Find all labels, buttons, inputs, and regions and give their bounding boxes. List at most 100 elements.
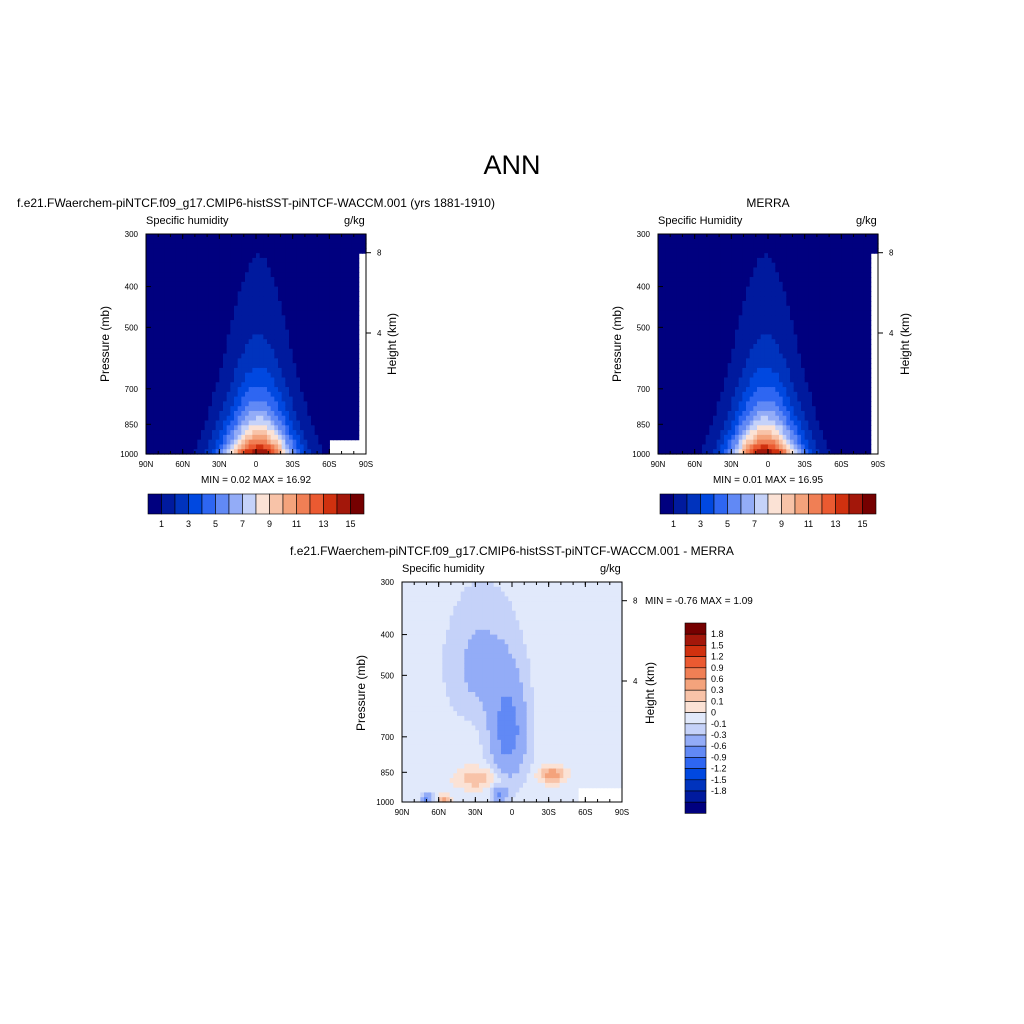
panel-obs-cell (768, 243, 773, 249)
panel-model-cell (241, 396, 246, 402)
panel-obs-cell (823, 391, 828, 398)
panel-obs-cell (812, 372, 817, 379)
panel-model-cell (289, 339, 294, 345)
panel-model-cell (270, 406, 275, 412)
panel-obs-cell (771, 363, 776, 369)
panel-obs-cell (834, 430, 839, 436)
panel-model-cell (285, 267, 290, 273)
panel-obs-cell (691, 401, 696, 407)
panel-model-cell (226, 410, 231, 417)
panel-obs-cell (834, 272, 839, 278)
panel-obs-cell (834, 415, 839, 422)
panel-obs-cell (819, 324, 824, 331)
panel-obs-cell (793, 329, 798, 336)
panel-model-cell (256, 339, 261, 345)
panel-model-cell (175, 329, 180, 336)
panel-model-cell (219, 253, 224, 259)
panel-model-cell (175, 396, 180, 402)
panel-model-cell (344, 353, 349, 359)
panel-model-cell (351, 248, 356, 254)
panel-obs-cell (735, 348, 740, 355)
panel-model-cell (296, 310, 301, 316)
panel-obs-cell (713, 396, 718, 402)
panel-model-cell (292, 291, 297, 297)
panel-obs-cell (694, 344, 699, 350)
panel-obs-cell (738, 329, 743, 336)
panel-model-cell (256, 329, 261, 336)
panel-model-cell (164, 444, 169, 450)
panel-model-cell (289, 234, 294, 240)
panel-obs-cell (676, 415, 681, 422)
panel-model-cell (256, 420, 261, 426)
panel-model-cell (230, 320, 235, 326)
panel-obs-cell (742, 334, 747, 340)
panel-obs-cell (779, 410, 784, 417)
panel-model-cell (267, 382, 272, 388)
panel-obs-cell (771, 277, 776, 283)
panel-model-cell (230, 439, 235, 446)
panel-obs-cell (691, 281, 696, 288)
panel-obs-cell (694, 310, 699, 316)
panel-obs-cell (793, 449, 798, 455)
panel-model-cell (149, 410, 154, 417)
panel-obs-cell (720, 267, 725, 273)
panel-model-cell (289, 334, 294, 340)
panel-model-cell (278, 329, 283, 336)
panel-obs-cell (742, 320, 747, 326)
panel-obs-cell (727, 238, 732, 245)
panel-model-cell (153, 291, 158, 297)
panel-model-cell (182, 238, 187, 245)
panel-model-cell (226, 377, 231, 383)
panel-obs-cell (815, 324, 820, 331)
panel-obs-cell (779, 310, 784, 316)
panel-model-cell (303, 305, 308, 312)
panel-obs-cell (790, 243, 795, 249)
panel-obs-cell (764, 339, 769, 345)
panel-model-cell (168, 315, 173, 321)
panel-model-cell (182, 329, 187, 336)
panel-model-cell (204, 425, 209, 431)
panel-model-cell (230, 310, 235, 316)
panel-model-cell (234, 329, 239, 336)
panel-obs-cell (830, 396, 835, 402)
panel-model-cell (153, 248, 158, 254)
panel-model-cell (278, 262, 283, 269)
panel-obs-cell (691, 434, 696, 441)
panel-model-cell (274, 377, 279, 383)
panel-obs-cell (658, 310, 663, 316)
panel-model-cell (252, 444, 257, 450)
panel-model-cell (230, 291, 235, 297)
panel-model-cell (314, 272, 319, 278)
panel-model-cell (146, 272, 151, 278)
panel-obs-cell (804, 348, 809, 355)
panel-obs-cell (687, 238, 692, 245)
panel-obs-cell (823, 367, 828, 374)
panel-model-cell (168, 434, 173, 441)
panel-model-cell (160, 253, 165, 259)
panel-model-cell (252, 281, 257, 288)
panel-obs-cell (764, 286, 769, 292)
panel-obs-cell (705, 430, 710, 436)
panel-model-cell (336, 248, 341, 254)
panel-model-cell (347, 286, 352, 292)
panel-model-cell (201, 248, 206, 254)
panel-model-cell (252, 277, 257, 283)
panel-obs-cell (735, 286, 740, 292)
panel-obs-cell (749, 382, 754, 388)
panel-model-cell (292, 415, 297, 422)
panel-obs-cell (735, 430, 740, 436)
panel-model-cell (171, 444, 176, 450)
panel-model-cell (201, 358, 206, 364)
panel-model-cell (164, 315, 169, 321)
panel-obs-cell (797, 339, 802, 345)
panel-model-cell (289, 238, 294, 245)
panel-obs-cell (665, 257, 670, 264)
panel-model-cell (274, 286, 279, 292)
panel-model-cell (274, 367, 279, 374)
panel-obs-cell (709, 372, 714, 379)
panel-obs-cell (771, 281, 776, 288)
panel-model-cell (340, 248, 345, 254)
panel-obs-cell (782, 277, 787, 283)
panel-obs-cell (782, 363, 787, 369)
panel-model-cell (340, 339, 345, 345)
